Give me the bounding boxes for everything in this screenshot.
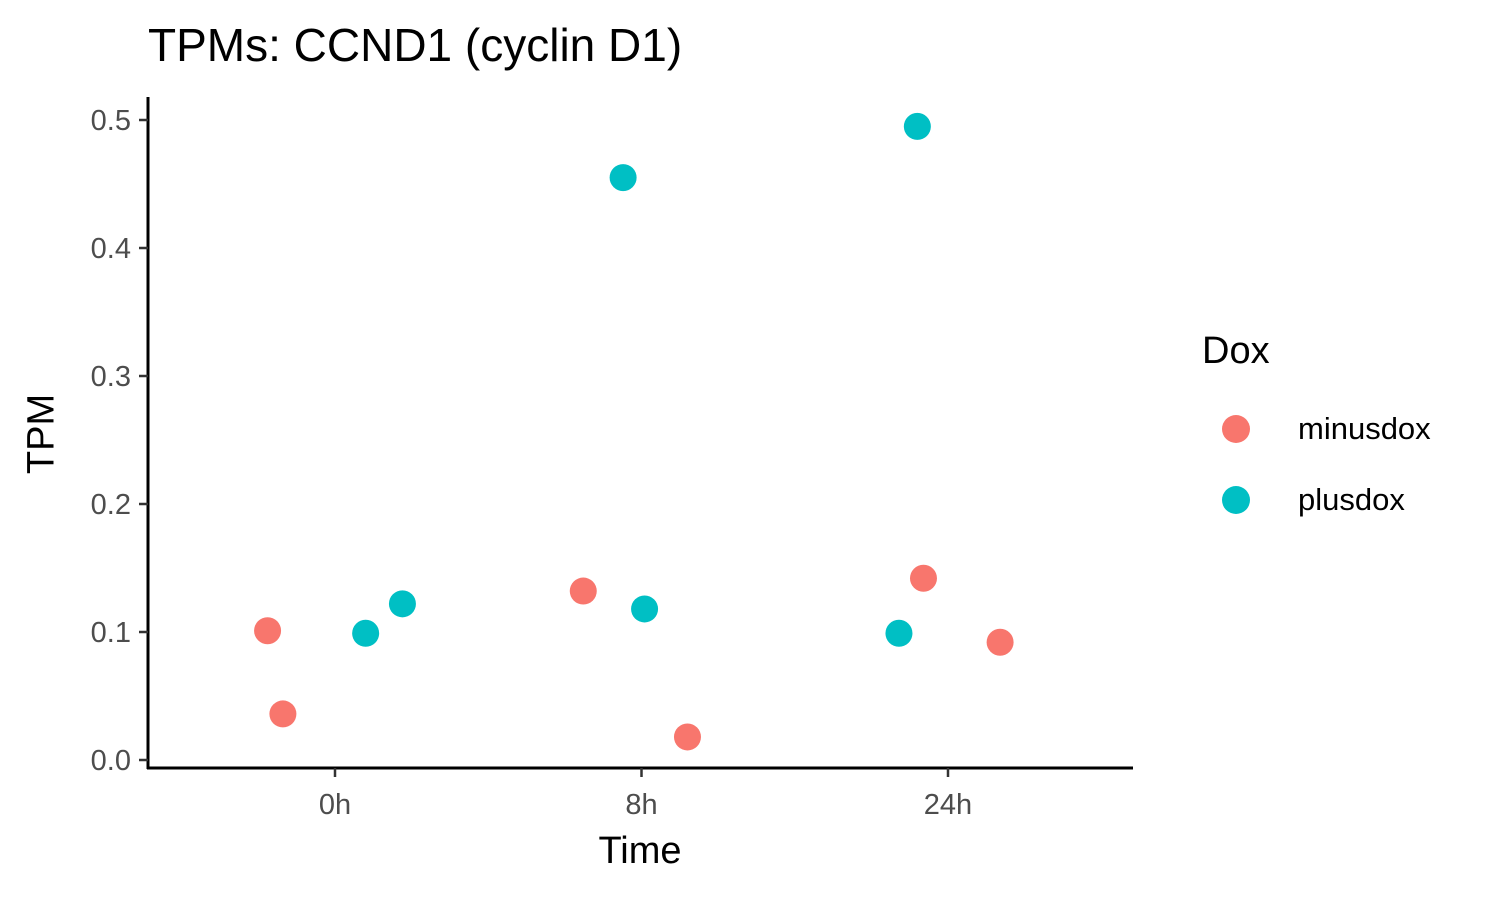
data-point-minusdox [986, 628, 1014, 656]
legend-swatch [1222, 486, 1250, 514]
data-point-minusdox [909, 564, 937, 592]
data-point-minusdox [569, 577, 597, 605]
data-point-plusdox [388, 590, 416, 618]
y-tick-label: 0.5 [91, 105, 131, 137]
data-point-plusdox [352, 619, 380, 647]
x-axis-label: Time [598, 830, 682, 872]
x-tick-label: 0h [319, 789, 351, 821]
y-tick-label: 0.1 [91, 617, 131, 649]
data-point-minusdox [254, 617, 282, 645]
chart-title: TPMs: CCND1 (cyclin D1) [148, 19, 683, 71]
legend-item-minusdox: minusdox [1222, 411, 1431, 447]
legend-label: plusdox [1298, 482, 1405, 517]
legend-item-plusdox: plusdox [1222, 482, 1405, 518]
data-point-plusdox [631, 595, 659, 623]
y-tick-label: 0.3 [91, 361, 131, 393]
data-point-plusdox [609, 164, 637, 192]
data-point-minusdox [673, 723, 701, 751]
x-tick-label: 24h [924, 789, 972, 821]
data-point-plusdox [903, 112, 931, 140]
legend-swatch [1222, 415, 1250, 443]
legend-title: Dox [1202, 330, 1270, 372]
data-point-minusdox [269, 700, 297, 728]
y-tick-label: 0.4 [91, 233, 131, 265]
y-tick-label: 0.0 [91, 745, 131, 777]
legend-label: minusdox [1298, 411, 1431, 446]
data-point-plusdox [885, 619, 913, 647]
y-tick-label: 0.2 [91, 489, 131, 521]
x-tick-label: 8h [625, 789, 657, 821]
